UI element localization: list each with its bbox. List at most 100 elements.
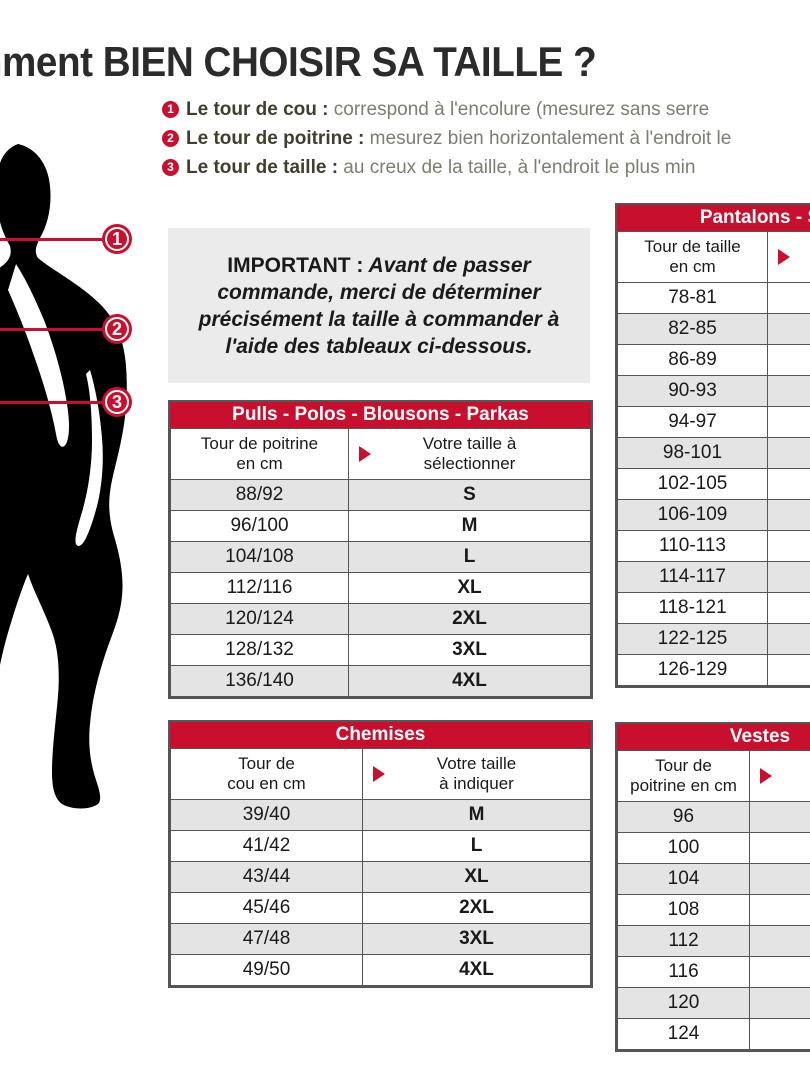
instruction-text-3: Le tour de taille : au creux de la taill… <box>186 156 695 179</box>
callout-3: 3 <box>102 387 132 417</box>
cell-size: S <box>348 479 591 511</box>
cell-measure: 41/42 <box>170 830 363 862</box>
table-row: 118-121 <box>617 592 810 624</box>
cell-measure: 96 <box>617 801 750 833</box>
column-header-measure-line2: poitrine en cm <box>630 776 737 795</box>
cell-measure: 114-117 <box>617 561 768 593</box>
table-row: 86-89 <box>617 344 810 376</box>
cell-measure: 112 <box>617 925 750 957</box>
cell-measure: 39/40 <box>170 799 363 831</box>
bullet-number-3-icon: 3 <box>162 159 179 176</box>
table-row: 104/108 L <box>170 541 591 573</box>
table-row: 41/42 L <box>170 830 591 862</box>
cell-measure: 106-109 <box>617 499 768 531</box>
table-header-row: Tour de taille en cm Vo à <box>617 231 810 283</box>
cell-size <box>767 623 810 655</box>
cell-measure: 120 <box>617 987 750 1019</box>
table-pulls-grid: Tour de poitrine en cm Votre taille à sé… <box>170 428 591 697</box>
table-row: 102-105 <box>617 468 810 500</box>
table-pantalons-shorts: Pantalons - S Tour de taille en cm Vo à … <box>615 203 810 688</box>
table-row: 120/124 2XL <box>170 603 591 635</box>
cell-size <box>767 592 810 624</box>
table-pulls-title: Pulls - Polos - Blousons - Parkas <box>170 402 591 428</box>
column-header-measure-line1: Tour de <box>655 756 712 775</box>
column-header-measure: Tour de cou en cm <box>170 748 363 800</box>
cell-measure: 86-89 <box>617 344 768 376</box>
arrow-right-icon <box>760 768 772 784</box>
callout-1-ring <box>105 227 129 251</box>
cell-measure: 108 <box>617 894 750 926</box>
cell-measure: 45/46 <box>170 892 363 924</box>
cell-size <box>749 956 810 988</box>
cell-size <box>749 1018 810 1050</box>
table-pulls-polos-blousons-parkas: Pulls - Polos - Blousons - Parkas Tour d… <box>168 400 593 699</box>
cell-size <box>767 499 810 531</box>
column-header-size-line1: Votre taille à <box>422 434 517 453</box>
important-notice-text: IMPORTANT : Avant de passer commande, me… <box>168 252 590 360</box>
column-header-size: Votre taille à sélectionner <box>348 428 591 480</box>
column-header-measure-line2: en cm <box>236 454 283 473</box>
cell-measure: 94-97 <box>617 406 768 438</box>
column-header-measure-line2: cou en cm <box>227 774 306 793</box>
cell-measure: 104/108 <box>170 541 349 573</box>
page-title: omment BIEN CHOISIR SA TAILLE ? <box>0 38 597 85</box>
column-header-measure-line1: Tour de taille <box>644 237 741 256</box>
cell-size <box>749 987 810 1019</box>
cell-size: L <box>348 541 591 573</box>
important-body: Avant de passer commande, merci de déter… <box>198 253 560 358</box>
cell-measure: 124 <box>617 1018 750 1050</box>
table-pantalons-title: Pantalons - S <box>617 205 810 231</box>
callout-2: 2 <box>102 314 132 344</box>
important-notice-box: IMPORTANT : Avant de passer commande, me… <box>168 228 590 383</box>
cell-size: 4XL <box>362 954 591 986</box>
table-row: 112 <box>617 925 810 957</box>
table-row: 100 <box>617 832 810 864</box>
table-row: 47/48 3XL <box>170 923 591 955</box>
cell-size: 3XL <box>348 634 591 666</box>
bullet-number-2-icon: 2 <box>162 130 179 147</box>
table-row: 106-109 <box>617 499 810 531</box>
cell-measure: 47/48 <box>170 923 363 955</box>
callout-1-label: 1 <box>111 229 122 249</box>
cell-measure: 104 <box>617 863 750 895</box>
column-header-size-line1: Vo <box>770 237 810 257</box>
instruction-label-2: Le tour de poitrine : <box>186 128 365 149</box>
cell-measure: 78-81 <box>617 282 768 314</box>
cell-size <box>767 375 810 407</box>
measurement-instructions-list: 1 Le tour de cou : correspond à l'encolu… <box>162 98 810 185</box>
arrow-right-icon <box>359 446 371 462</box>
table-vestes: Vestes Tour de poitrine en cm Vot à i 96… <box>615 722 810 1052</box>
table-row: 124 <box>617 1018 810 1050</box>
table-row: 78-81 <box>617 282 810 314</box>
table-row: 90-93 <box>617 375 810 407</box>
column-header-size: Vot à i <box>749 750 810 802</box>
cell-size <box>749 925 810 957</box>
instruction-body-2: mesurez bien horizontalement à l'endroit… <box>364 128 732 149</box>
table-row: 110-113 <box>617 530 810 562</box>
column-header-size: Vo à <box>767 231 810 283</box>
table-row: 136/140 4XL <box>170 665 591 697</box>
cell-measure: 118-121 <box>617 592 768 624</box>
cell-measure: 110-113 <box>617 530 768 562</box>
callout-2-label: 2 <box>111 319 122 339</box>
cell-measure: 116 <box>617 956 750 988</box>
arrow-right-icon <box>373 766 385 782</box>
table-row: 96 <box>617 801 810 833</box>
bullet-number-1-icon: 1 <box>162 101 179 118</box>
cell-size: 2XL <box>348 603 591 635</box>
instruction-text-2: Le tour de poitrine : mesurez bien horiz… <box>186 127 731 150</box>
cell-size <box>767 344 810 376</box>
cell-size: 2XL <box>362 892 591 924</box>
list-item: 1 Le tour de cou : correspond à l'encolu… <box>162 98 810 127</box>
cell-size <box>749 863 810 895</box>
cell-measure: 102-105 <box>617 468 768 500</box>
instruction-label-3: Le tour de taille : <box>186 157 339 178</box>
table-row: 94-97 <box>617 406 810 438</box>
cell-size: 3XL <box>362 923 591 955</box>
column-header-size-line2: à indiquer <box>439 774 514 793</box>
waist-measure-line <box>0 401 108 404</box>
cell-size <box>749 894 810 926</box>
cell-size <box>767 406 810 438</box>
column-header-size-line1: Votre taille <box>436 754 517 773</box>
